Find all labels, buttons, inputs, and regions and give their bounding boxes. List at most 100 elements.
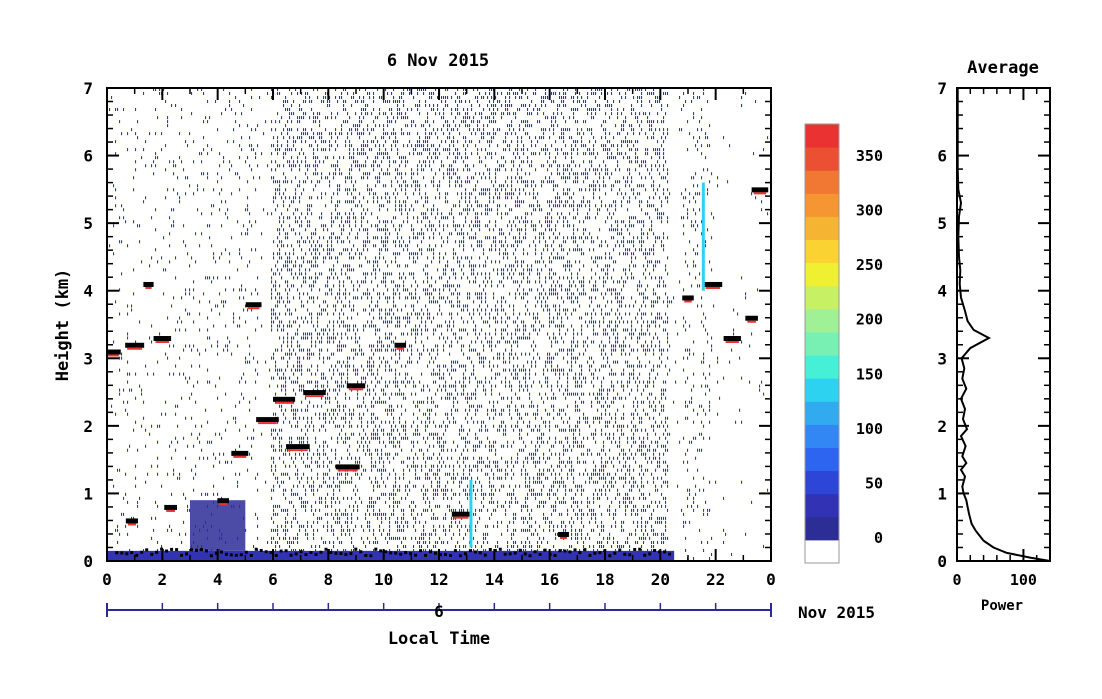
cloud-echo [245,302,262,308]
colorbar-swatch [805,216,839,241]
cloud-echo [286,444,310,450]
cloud-echo-core [305,395,324,398]
cloud-echo [303,390,326,396]
cloud-echo-core [247,307,260,310]
date-bar-month-year: Nov 2015 [798,603,875,622]
cloud-echo [125,518,138,524]
date-bar-day: 6 [434,602,444,621]
surface-layer-top [115,547,672,558]
colorbar-swatch [805,285,839,310]
cloud-echo [256,417,279,423]
colorbar-tick-label: 350 [856,147,883,165]
cloud-echo-core [348,388,364,391]
x-tick-label: 14 [485,570,504,589]
colorbar-swatch [805,124,839,148]
colorbar-swatches [805,124,839,564]
colorbar-swatch [805,331,839,356]
colorbar-tick-label: 50 [865,474,883,492]
cloud-echo-core [166,509,176,512]
y-tick-label: 4 [83,282,93,301]
surface-layer [107,550,675,561]
colorbar-swatch [805,308,839,333]
y-tick-label: 3 [83,349,93,368]
cloud-echo-core [725,341,739,344]
cloud-echo [703,281,723,287]
colorbar-swatch [805,147,839,171]
cloud-echo [558,531,569,537]
average-panel: Average 0 1 2 3 4 5 6 7 0 100 Power [937,58,1051,614]
cloud-echo-core [337,469,358,472]
colorbar-swatch [805,401,839,425]
avg-y-tick-label: 5 [937,214,947,233]
colorbar-tick-label: 200 [856,311,883,329]
cloud-echo-core [288,449,308,452]
avg-y-tick-label: 7 [937,79,947,98]
x-tick-label: 16 [540,570,559,589]
x-tick-label: 12 [429,570,448,589]
cloud-echo-core [747,320,756,323]
cloud-echo [231,450,249,456]
colorbar-swatch [805,539,839,564]
colorbar-tick-label: 150 [856,365,883,383]
morning-layer [190,500,246,551]
colorbar-tick-labels: 0 50 100 150 200 250 300 350 [856,147,883,547]
colorbar-swatch [805,470,839,495]
colorbar-swatch [805,378,839,402]
cloud-echo-core [127,523,136,526]
colorbar-swatch [805,447,839,472]
colorbar: 0 50 100 150 200 250 300 350 [804,123,883,564]
x-axis-label: Local Time [388,629,490,649]
y-axis-label: Height (km) [53,269,73,382]
cloud-echo-core [219,503,228,506]
cloud-echo-core [396,347,404,350]
cloud-echo-core [233,455,247,458]
main-title: 6 Nov 2015 [387,51,489,71]
colorbar-tick-label: 0 [874,529,883,547]
cloud-echo-core [258,422,277,425]
average-title: Average [967,58,1039,78]
avg-y-tick-label: 1 [937,484,947,503]
y-tick-label: 2 [83,417,93,436]
cloud-echo-core [155,341,170,344]
cloud-echo [107,349,121,355]
average-power-line [956,88,1051,562]
colorbar-tick-label: 300 [856,202,883,220]
average-axis-ticks: 0 1 2 3 4 5 6 7 0 100 [937,79,1050,589]
x-tick-label: 2 [158,570,168,589]
x-tick-label: 22 [706,570,725,589]
cloud-echo [346,383,366,389]
cloud-echo [217,498,230,504]
colorbar-swatch [805,239,839,264]
colorbar-frame [804,123,840,564]
cloud-echo-core [705,286,721,289]
x-tick-label: 0 [102,570,112,589]
avg-y-tick-label: 4 [937,282,947,301]
avg-y-tick-label: 6 [937,147,947,166]
avg-y-tick-label: 2 [937,417,947,436]
colorbar-swatch [805,193,839,217]
cloud-echo-core [753,192,767,195]
colorbar-swatch [805,170,839,194]
cloud-echo-core [127,347,143,350]
x-tick-label: 18 [595,570,614,589]
precip-streak [701,182,705,291]
cloud-echo-core [560,536,567,539]
colorbar-swatch [805,262,839,287]
cloud-echo [682,295,694,301]
avg-y-tick-label: 3 [937,349,947,368]
y-tick-label: 0 [83,552,93,571]
x-tick-label: 4 [213,570,223,589]
cloud-echo-core [107,354,119,357]
cloud-echo [723,336,741,342]
x-tick-label: 8 [324,570,334,589]
date-bar: 6 Nov 2015 Local Time [106,602,875,649]
avg-x-tick-label: 0 [952,571,961,589]
heatmap-cells [107,88,769,561]
cloud-echo [164,504,178,510]
colorbar-swatch [805,516,839,541]
cloud-echo [394,342,406,348]
avg-y-tick-label: 0 [937,552,947,571]
y-tick-label: 5 [83,214,93,233]
colorbar-tick-label: 250 [856,256,883,274]
